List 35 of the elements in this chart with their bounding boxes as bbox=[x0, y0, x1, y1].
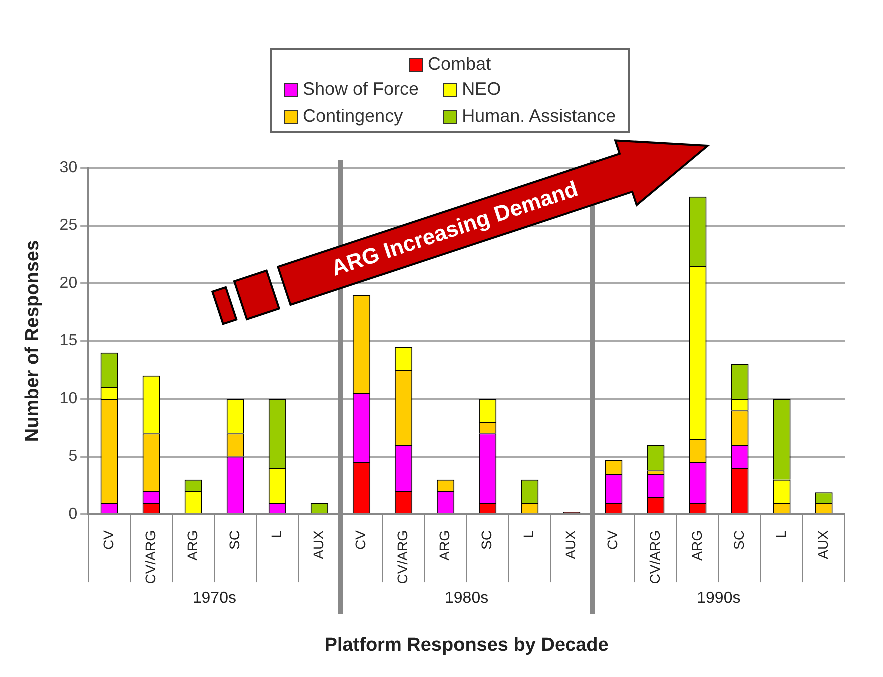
x-tick-label: CV bbox=[100, 530, 116, 550]
x-tick-label: L bbox=[268, 530, 285, 538]
y-tick-label: 0 bbox=[68, 506, 78, 523]
x-tick-label: CV bbox=[352, 530, 369, 550]
y-tick-label: 30 bbox=[60, 159, 78, 176]
legend-label: Contingency bbox=[303, 106, 404, 127]
y-tick-label: 25 bbox=[60, 217, 78, 234]
x-axis-title: Platform Responses by Decade bbox=[324, 634, 609, 656]
x-tick-label: L bbox=[772, 530, 789, 538]
legend-label: Combat bbox=[428, 54, 492, 75]
x-tick-label: AUX bbox=[310, 530, 327, 560]
x-tick-label: AUX bbox=[562, 530, 579, 560]
x-tick-label: CV/ARG bbox=[646, 530, 663, 584]
x-tick-label: AUX bbox=[814, 530, 831, 560]
text: 1990s bbox=[697, 590, 741, 607]
y-axis-title: Number of Responses bbox=[22, 240, 44, 442]
x-tick-label: ARG bbox=[688, 530, 705, 561]
x-tick-label: CV/ARG bbox=[394, 530, 411, 584]
x-tick-label: SC bbox=[226, 530, 243, 550]
x-tick-label: ARG bbox=[184, 530, 201, 561]
text: 1970s bbox=[192, 590, 236, 607]
x-tick-label: L bbox=[520, 530, 537, 538]
text: 1980s bbox=[445, 590, 489, 607]
x-tick-label: CV bbox=[604, 530, 621, 550]
legend-label: Show of Force bbox=[303, 79, 420, 100]
y-tick-label: 15 bbox=[60, 332, 78, 350]
y-tick-label: 5 bbox=[68, 448, 78, 466]
legend-label: NEO bbox=[462, 79, 502, 100]
x-tick-label: SC bbox=[730, 530, 747, 550]
y-tick-label: 20 bbox=[60, 274, 78, 292]
x-tick-label: CV/ARG bbox=[142, 530, 158, 584]
x-tick-label: ARG bbox=[436, 530, 453, 561]
legend-label: Human. Assistance bbox=[462, 106, 616, 127]
y-tick-label: 10 bbox=[60, 390, 78, 408]
x-tick-label: SC bbox=[478, 530, 495, 550]
